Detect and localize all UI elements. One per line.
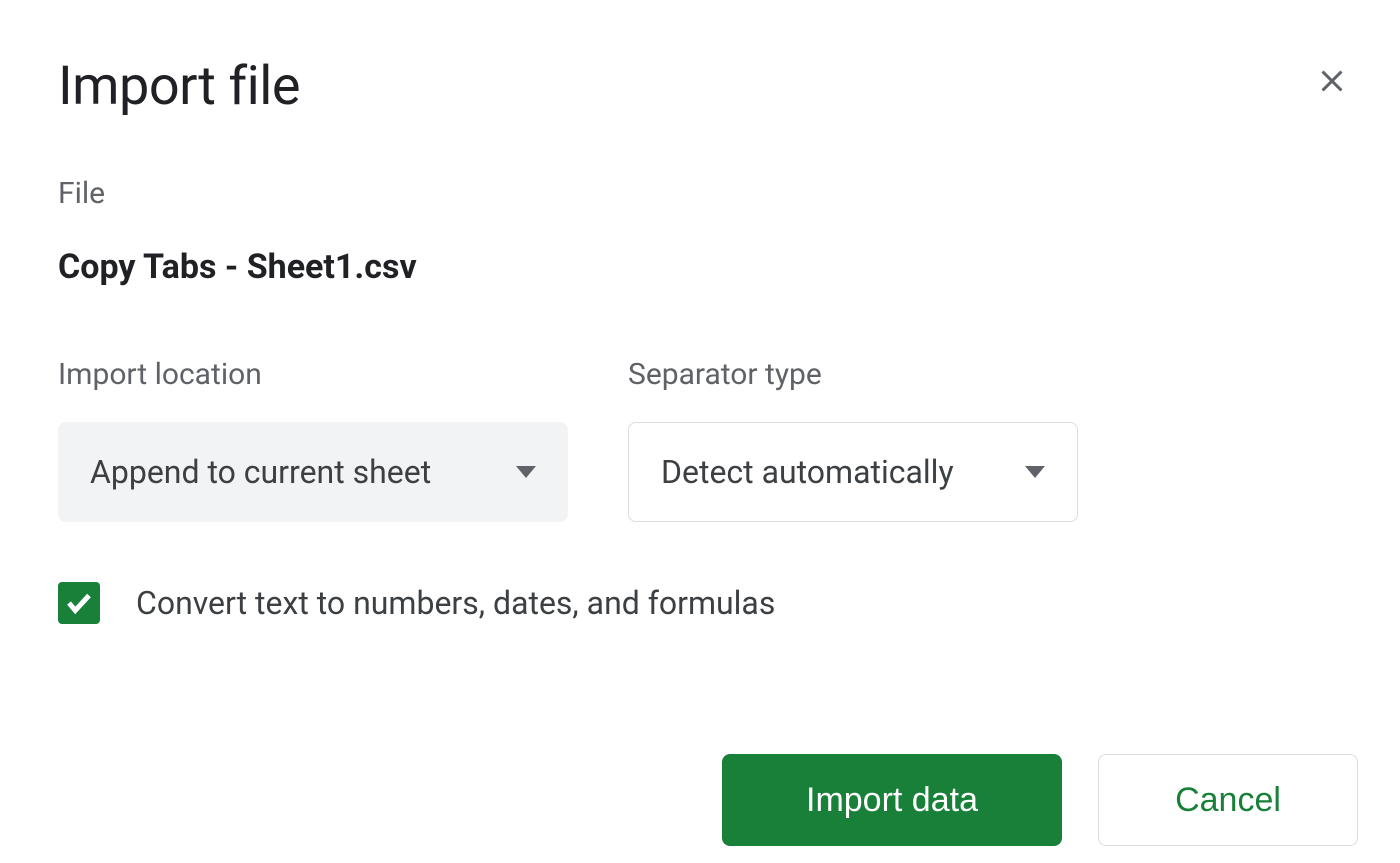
import-location-label: Import location [58,357,568,392]
convert-checkbox-row: Convert text to numbers, dates, and form… [58,582,1358,624]
dropdowns-row: Import location Append to current sheet … [58,357,1358,522]
dialog-header: Import file [58,55,1358,118]
caret-down-icon [1025,466,1045,478]
close-button[interactable] [1306,55,1358,107]
filename: Copy Tabs - Sheet1.csv [58,247,1358,287]
convert-checkbox[interactable] [58,582,100,624]
separator-type-group: Separator type Detect automatically [628,357,1078,522]
dialog-actions: Import data Cancel [58,754,1358,846]
file-label: File [58,176,1358,211]
import-location-value: Append to current sheet [90,453,431,491]
separator-type-value: Detect automatically [661,453,954,491]
import-location-dropdown[interactable]: Append to current sheet [58,422,568,522]
import-data-button[interactable]: Import data [722,754,1062,846]
convert-checkbox-label: Convert text to numbers, dates, and form… [136,584,775,622]
separator-type-dropdown[interactable]: Detect automatically [628,422,1078,522]
cancel-button[interactable]: Cancel [1098,754,1358,846]
close-icon [1314,63,1350,99]
file-section: File Copy Tabs - Sheet1.csv [58,176,1358,287]
import-file-dialog: Import file File Copy Tabs - Sheet1.csv … [58,55,1358,846]
dialog-title: Import file [58,55,300,118]
caret-down-icon [516,466,536,478]
import-location-group: Import location Append to current sheet [58,357,568,522]
separator-type-label: Separator type [628,357,1078,392]
check-icon [64,588,94,618]
